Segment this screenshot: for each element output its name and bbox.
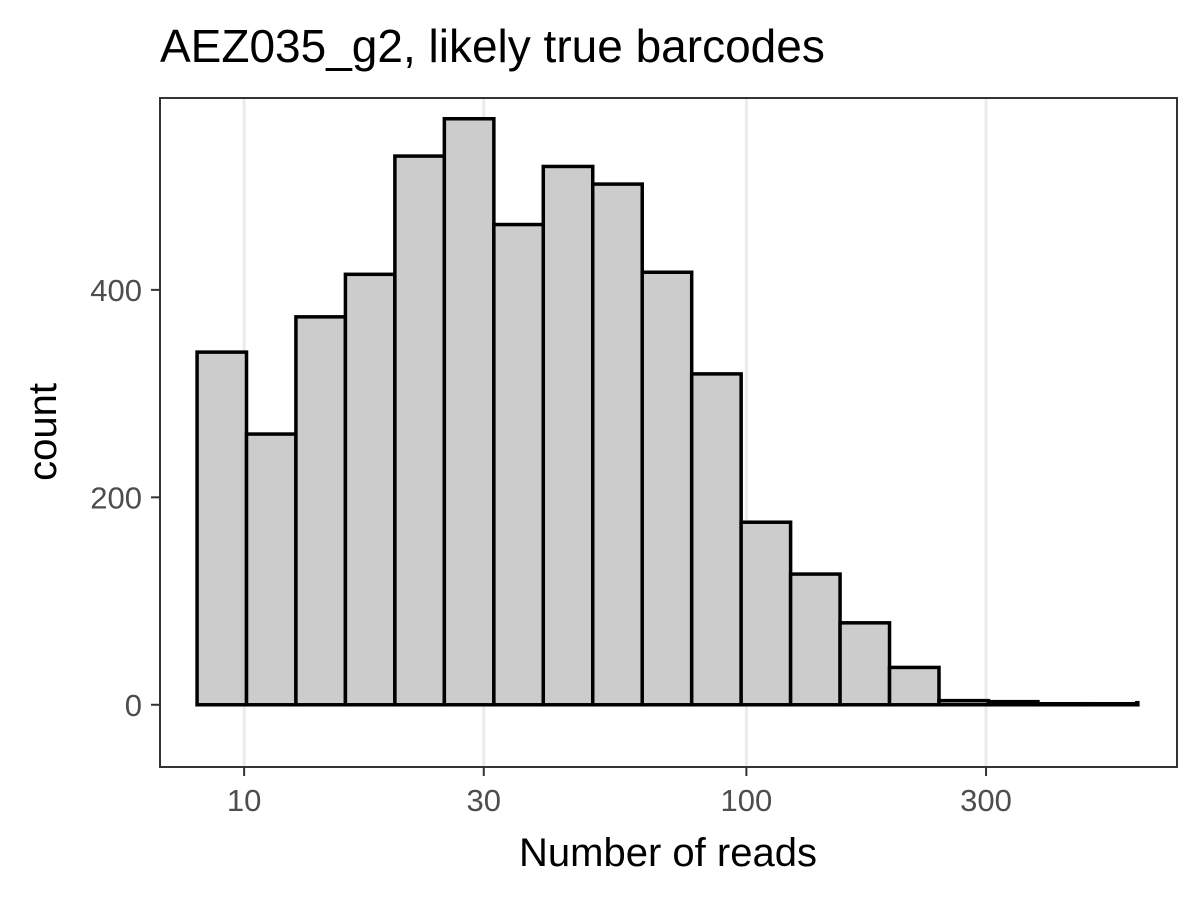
histogram-bar-4	[393, 154, 447, 707]
y-tick-label-1: 200	[90, 480, 142, 515]
histogram-bar-1	[244, 432, 298, 707]
histogram-bar-15	[937, 698, 991, 707]
x-tick-label-1: 30	[467, 783, 501, 818]
histogram-bar-6	[492, 222, 546, 707]
histogram-bar-11	[739, 520, 793, 707]
chart-title: AEZ035_g2, likely true barcodes	[160, 20, 825, 72]
histogram-bar-8	[590, 182, 644, 707]
histogram-bar-12	[788, 572, 842, 707]
axis-ticks: 10 30 100 300 0 200 400	[90, 273, 1012, 818]
x-tick-label-3: 300	[960, 783, 1012, 818]
histogram-bar-18	[1085, 701, 1139, 707]
y-tick-label-0: 0	[125, 688, 142, 723]
histogram-bar-7	[541, 164, 595, 707]
histogram-bars	[195, 116, 1140, 707]
histogram-bar-13	[838, 621, 892, 707]
histogram-bar-0	[195, 350, 249, 707]
histogram-bar-14	[887, 665, 941, 707]
histogram-bar-5	[442, 116, 496, 707]
histogram-bar-17	[1036, 701, 1090, 707]
histogram-bar-16	[986, 699, 1040, 707]
histogram-bar-2	[294, 315, 348, 707]
x-tick-label-2: 100	[721, 783, 773, 818]
x-axis-title: Number of reads	[519, 831, 817, 875]
y-tick-label-2: 400	[90, 273, 142, 308]
y-axis-title: count	[21, 383, 65, 481]
histogram-bar-19	[1135, 700, 1140, 707]
plot-panel-border	[159, 97, 1178, 768]
histogram-bar-10	[689, 372, 743, 707]
histogram-bar-9	[640, 270, 694, 707]
x-tick-label-0: 10	[227, 783, 261, 818]
histogram-bar-3	[343, 272, 397, 707]
